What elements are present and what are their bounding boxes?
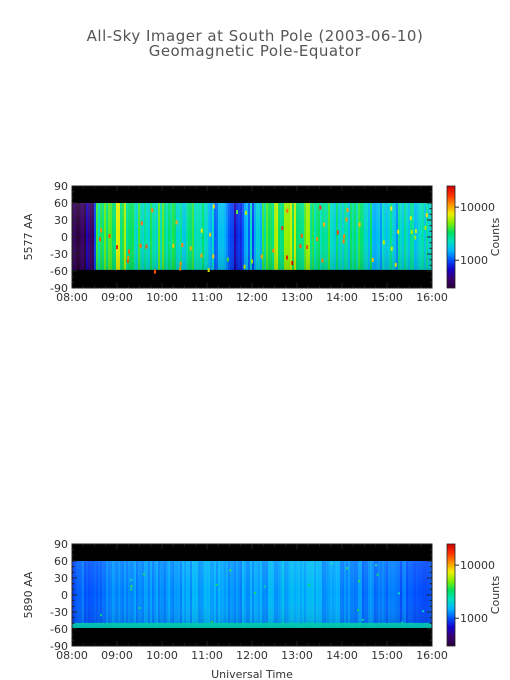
colorbar-tick-label: 10000 [460, 201, 495, 214]
y-tick-label: -30 [50, 606, 68, 619]
y-tick-label: -60 [50, 265, 68, 278]
x-tick-label: 15:00 [371, 291, 403, 304]
x-tick-label: 16:00 [416, 291, 448, 304]
x-tick-label: 14:00 [326, 649, 358, 662]
y-tick-label: -60 [50, 623, 68, 636]
colorbar-tick-label: 1000 [460, 612, 488, 625]
colorbar-label: Counts [489, 218, 502, 257]
x-tick-label: 10:00 [146, 649, 178, 662]
y-tick-label: -90 [50, 640, 68, 653]
x-tick-label: 13:00 [281, 291, 313, 304]
x-tick-label: 16:00 [416, 649, 448, 662]
heatmap-shading [72, 561, 432, 628]
x-tick-label: 11:00 [191, 291, 223, 304]
y-axis-label: 5890 AA [22, 571, 35, 618]
x-tick-label: 11:00 [191, 649, 223, 662]
x-tick-label: 08:00 [56, 649, 88, 662]
colorbar [446, 185, 456, 289]
x-tick-label: 13:00 [281, 649, 313, 662]
x-tick-label: 12:00 [236, 291, 268, 304]
y-tick-label: -90 [50, 282, 68, 295]
y-tick-label: 0 [61, 589, 68, 602]
heatmap-cell [153, 269, 156, 274]
colorbar [446, 543, 456, 647]
chart-title: All-Sky Imager at South Pole (2003-06-10… [86, 27, 424, 45]
x-tick-label: 14:00 [326, 291, 358, 304]
y-tick-label: 90 [54, 180, 68, 193]
x-tick-label: 10:00 [146, 291, 178, 304]
chart-subtitle: Geomagnetic Pole-Equator [148, 42, 362, 60]
y-tick-label: -30 [50, 248, 68, 261]
y-tick-label: 60 [54, 555, 68, 568]
heatmap-shading [72, 203, 432, 270]
x-tick-label: 09:00 [101, 291, 133, 304]
y-tick-label: 0 [61, 231, 68, 244]
x-tick-label: 12:00 [236, 649, 268, 662]
y-tick-label: 60 [54, 197, 68, 210]
y-axis-label: 5577 AA [22, 213, 35, 260]
heatmap-cell [207, 268, 210, 272]
y-tick-label: 90 [54, 538, 68, 551]
x-tick-label: 08:00 [56, 291, 88, 304]
x-axis-label: Universal Time [211, 668, 293, 680]
colorbar-tick-label: 1000 [460, 254, 488, 267]
x-tick-label: 15:00 [371, 649, 403, 662]
y-tick-label: 30 [54, 572, 68, 585]
colorbar-tick-label: 10000 [460, 559, 495, 572]
y-tick-label: 30 [54, 214, 68, 227]
x-tick-label: 09:00 [101, 649, 133, 662]
colorbar-label: Counts [489, 576, 502, 615]
